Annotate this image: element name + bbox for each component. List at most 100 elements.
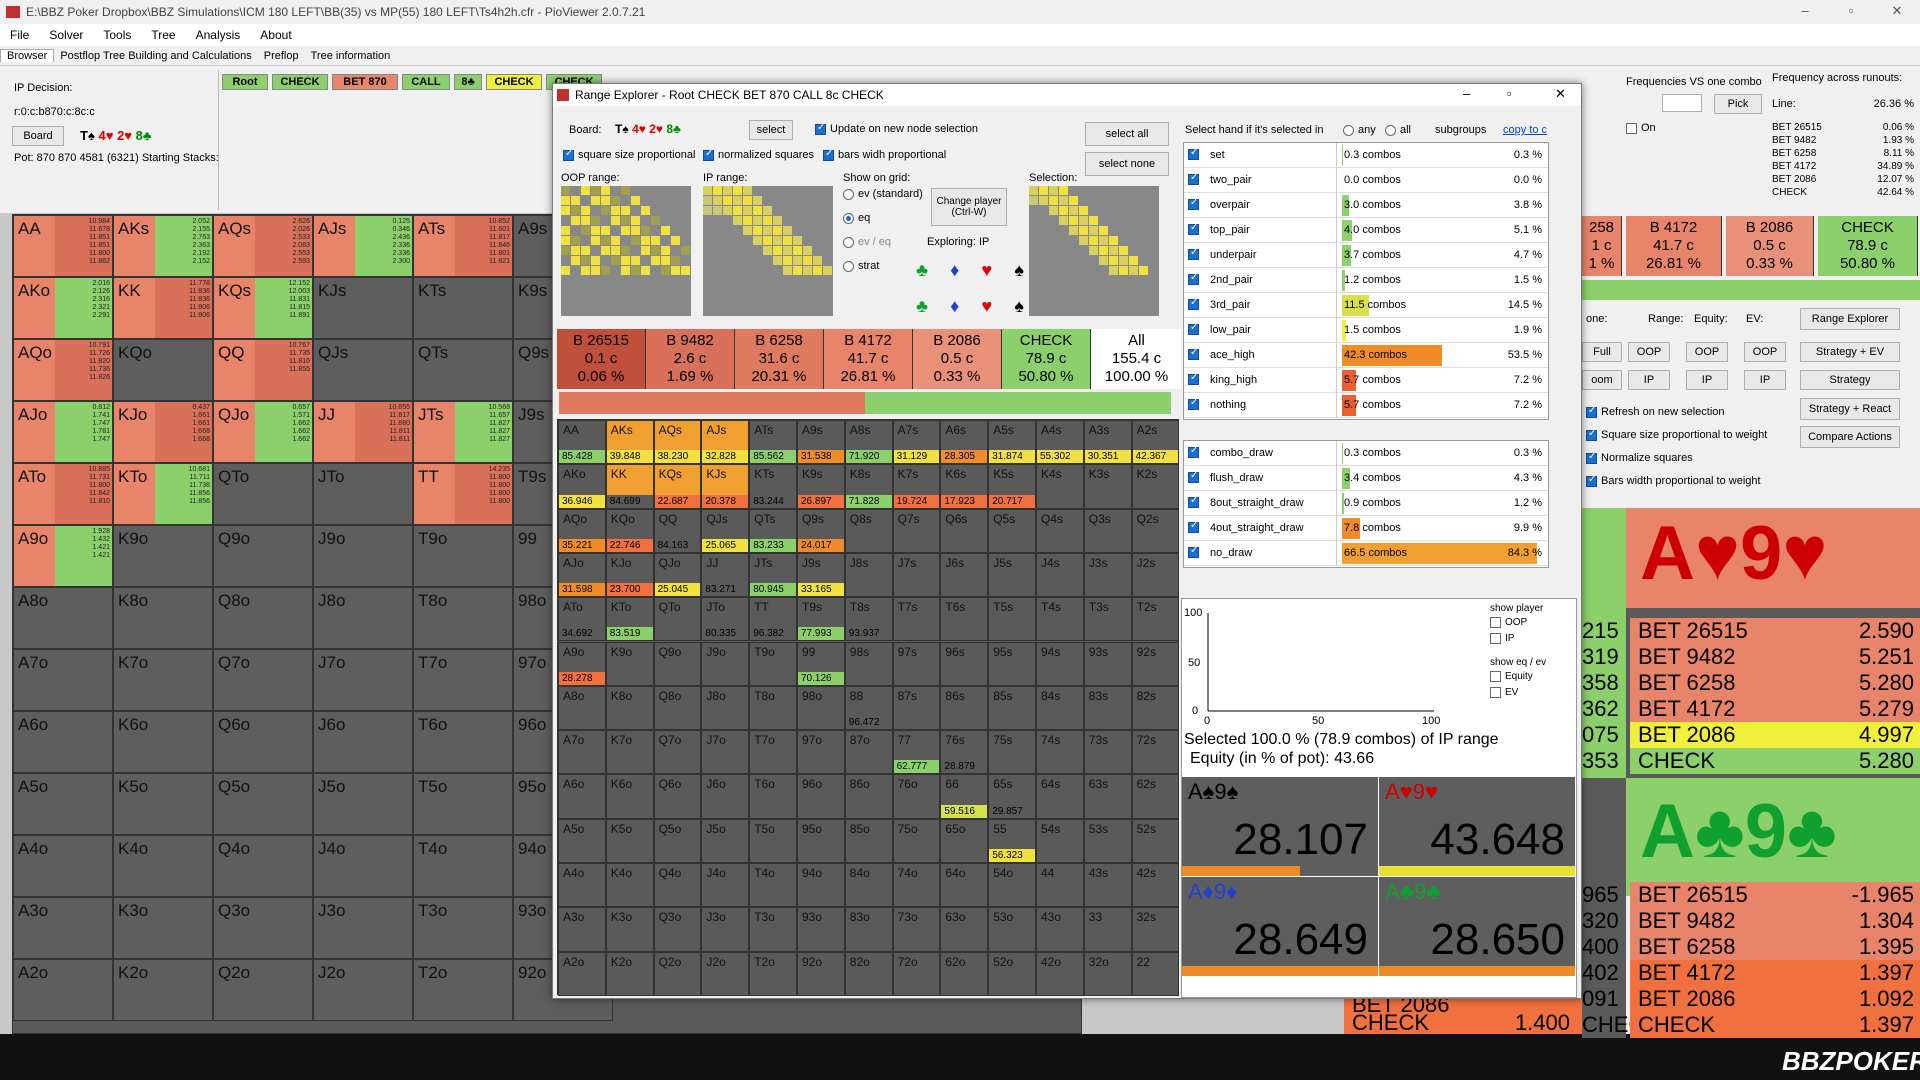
equity-cell[interactable]: 42s — [1131, 863, 1180, 908]
grid-cell[interactable]: 10.568 11.657 11.827 11.827 11.827 JTs — [413, 401, 513, 463]
equity-cell[interactable]: J5o — [701, 818, 750, 863]
action-summary-tile[interactable]: B 4172 41.7 c 26.81 % — [824, 329, 913, 389]
group-checkbox[interactable] — [1188, 372, 1199, 385]
select-none-button[interactable]: select none — [1085, 152, 1169, 176]
equity-cell[interactable]: 80.335 JTo — [701, 597, 750, 642]
equity-cell[interactable]: 43s — [1083, 863, 1132, 908]
equity-cell[interactable]: 83.233 QTs — [749, 508, 797, 553]
group-checkbox[interactable] — [1188, 470, 1199, 483]
grid-cell[interactable]: KTs — [413, 277, 513, 339]
bars-prop-checkbox[interactable]: bars widh proportional — [823, 148, 946, 161]
equity-cell[interactable]: 56.323 55 — [988, 818, 1036, 863]
compare-actions-button[interactable]: Compare Actions — [1800, 426, 1900, 448]
grid-cell[interactable]: A7o — [13, 649, 113, 711]
equity-cell[interactable]: 22 — [1131, 951, 1180, 996]
grid-cell[interactable]: 10.655 11.817 11.880 11.811 11.811 JJ — [313, 401, 413, 463]
equity-cell[interactable]: 36.946 AKo — [558, 464, 606, 509]
update-checkbox[interactable]: Update on new node selection — [815, 122, 978, 135]
equity-cell[interactable]: 65o — [940, 818, 989, 863]
grid-cell[interactable]: 10.791 11.726 11.820 11.736 11.826 AQo — [13, 339, 113, 401]
equity-cell[interactable]: J2s — [1131, 552, 1180, 598]
equity-cell[interactable]: Q7s — [892, 508, 941, 553]
equity-cell[interactable]: 96o — [797, 774, 845, 819]
grid-cell[interactable]: T2o — [413, 959, 513, 1021]
group-checkbox[interactable] — [1188, 347, 1199, 360]
group-row[interactable]: combo_draw 0.3 combos 0.3 % — [1184, 441, 1548, 466]
grid-cell[interactable]: 10.885 11.731 11.800 11.842 11.810 ATo — [13, 463, 113, 525]
grid-cell[interactable]: Q5o — [213, 773, 313, 835]
group-row[interactable]: overpair 3.0 combos 3.8 % — [1184, 193, 1548, 218]
grid-cell[interactable]: K5o — [113, 773, 213, 835]
grid-cell[interactable]: A6o — [13, 711, 113, 773]
equity-cell[interactable]: 98s — [844, 641, 893, 686]
grid-cell[interactable]: J8o — [313, 587, 413, 649]
equity-cell[interactable]: 44 — [1036, 863, 1084, 908]
grid-cell[interactable]: 0.812 1.741 1.747 1.781 1.747 AJo — [13, 401, 113, 463]
equity-cell[interactable]: 64o — [940, 863, 989, 908]
equity-cell[interactable]: 77.993 T9s — [797, 597, 845, 642]
ip-equity-button[interactable]: IP — [1686, 370, 1728, 390]
equity-cell[interactable]: 76o — [892, 774, 941, 819]
group-checkbox[interactable] — [1188, 222, 1199, 235]
equity-cell[interactable]: 24.017 Q9s — [797, 508, 845, 553]
group-row[interactable]: top_pair 4.0 combos 5.1 % — [1184, 218, 1548, 243]
club-icon[interactable]: ♣ — [916, 260, 928, 280]
equity-cell[interactable]: 72s — [1131, 730, 1180, 775]
equity-cell[interactable]: J8s — [844, 552, 893, 598]
equity-cell[interactable]: 83o — [844, 907, 893, 952]
grid-cell[interactable]: A8o — [13, 587, 113, 649]
tab-browser[interactable]: Browser — [0, 49, 55, 62]
group-row[interactable]: low_pair 1.5 combos 1.9 % — [1184, 318, 1548, 343]
equity-cell[interactable]: 80.945 JTs — [749, 552, 797, 598]
group-row[interactable]: 8out_straight_draw 0.9 combos 1.2 % — [1184, 491, 1548, 516]
board-button[interactable]: Board — [12, 126, 64, 146]
grid-cell[interactable]: Q8o — [213, 587, 313, 649]
grid-cell[interactable]: T7o — [413, 649, 513, 711]
grid-cell[interactable]: KQo — [113, 339, 213, 401]
equity-cell[interactable]: 28.278 A9o — [558, 641, 606, 686]
equity-cell[interactable]: 86s — [940, 685, 989, 731]
full-button[interactable]: Full — [1582, 342, 1622, 362]
equity-cell[interactable]: T6s — [940, 597, 989, 642]
equity-cell[interactable]: 85s — [988, 685, 1036, 731]
equity-cell[interactable]: 86o — [844, 774, 893, 819]
group-row[interactable]: ace_high 42.3 combos 53.5 % — [1184, 343, 1548, 368]
equity-cell[interactable]: 20.717 K5s — [988, 464, 1036, 509]
group-checkbox[interactable] — [1188, 495, 1199, 508]
equity-cell[interactable]: 28.879 76s — [940, 730, 989, 775]
equity-cell[interactable]: J4s — [1036, 552, 1084, 598]
grid-cell[interactable]: Q6o — [213, 711, 313, 773]
refresh-checkbox[interactable]: Refresh on new selection — [1586, 405, 1725, 418]
close-button[interactable]: ✕ — [1891, 3, 1903, 18]
zoom-button[interactable]: oom — [1582, 370, 1622, 390]
menu-about[interactable]: About — [260, 28, 292, 42]
combo-card[interactable]: A♥9♥ 43.648 — [1379, 777, 1575, 876]
equity-cell[interactable]: J7s — [892, 552, 941, 598]
equity-cell[interactable]: 72o — [892, 951, 941, 996]
select-button[interactable]: select — [749, 120, 793, 140]
action-summary-tile[interactable]: All 155.4 c 100.00 % — [1091, 329, 1183, 389]
equity-cell[interactable]: 22.746 KQo — [605, 508, 654, 553]
equity-cell[interactable]: 43o — [1036, 907, 1084, 952]
spade-icon[interactable]: ♠ — [1014, 260, 1024, 280]
equity-cell[interactable]: 33 — [1083, 907, 1132, 952]
ev-checkbox[interactable]: EV — [1490, 687, 1518, 698]
equity-cell[interactable]: A5o — [558, 818, 606, 863]
menu-file[interactable]: File — [10, 28, 30, 42]
equity-cell[interactable]: 70.126 99 — [797, 641, 845, 686]
right-action-tile[interactable]: CHECK 78.9 c 50.80 % — [1818, 216, 1918, 276]
menu-solver[interactable]: Solver — [49, 28, 84, 42]
equity-cell[interactable]: 97s — [892, 641, 941, 686]
combo-card[interactable]: A♦9♦ 28.649 — [1182, 877, 1378, 976]
equity-cell[interactable]: T2s — [1131, 597, 1180, 642]
equity-cell[interactable]: 19.724 K7s — [892, 464, 941, 509]
equity-cell[interactable]: 39.848 AKs — [605, 420, 654, 465]
grid-cell[interactable]: K9o — [113, 525, 213, 587]
equity-cell[interactable]: T3o — [749, 907, 797, 952]
grid-cell[interactable]: A2o — [13, 959, 113, 1021]
grid-cell[interactable]: 2.016 2.126 2.316 2.321 2.291 AKo — [13, 277, 113, 339]
equity-cell[interactable]: K9o — [605, 641, 654, 686]
menu-tools[interactable]: Tools — [103, 28, 132, 42]
equity-cell[interactable]: K4o — [605, 863, 654, 908]
equity-cell[interactable]: Q4s — [1036, 508, 1084, 553]
